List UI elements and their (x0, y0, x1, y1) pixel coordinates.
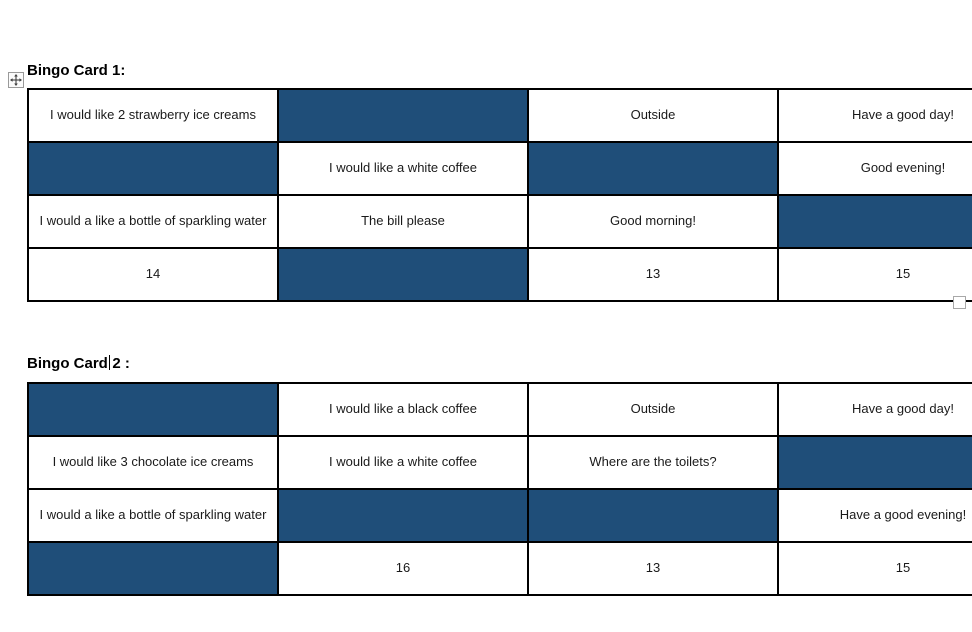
bingo-cell-filled[interactable] (277, 247, 529, 302)
bingo-cell[interactable]: 13 (527, 541, 779, 596)
bingo-cell[interactable]: 15 (777, 541, 972, 596)
bingo-cell[interactable]: Good morning! (527, 194, 779, 249)
bingo-cell[interactable]: The bill please (277, 194, 529, 249)
bingo-cell[interactable]: Where are the toilets? (527, 435, 779, 490)
table-row: 14 13 15 (27, 247, 972, 302)
bingo-card-2-title[interactable]: Bingo Card 2 : (27, 355, 130, 373)
move-icon (10, 74, 22, 86)
bingo-cell[interactable]: Outside (527, 88, 779, 143)
bingo-cell[interactable]: I would like a white coffee (277, 141, 529, 196)
bingo-cell[interactable]: 16 (277, 541, 529, 596)
bingo-cell[interactable]: Have a good day! (777, 382, 972, 437)
table-row: 16 13 15 (27, 541, 972, 596)
bingo-card-1-title[interactable]: Bingo Card 1: (27, 62, 125, 80)
bingo-cell[interactable]: Outside (527, 382, 779, 437)
title-text: Bingo Card (27, 355, 108, 372)
bingo-cell-filled[interactable] (777, 194, 972, 249)
bingo-table: I would like a black coffee Outside Have a… (27, 382, 972, 596)
bingo-cell[interactable]: I would like 2 strawberry ice creams (27, 88, 279, 143)
bingo-table-1-area: I would like 2 strawberry ice creams Outs… (27, 88, 972, 302)
table-move-handle[interactable] (8, 72, 24, 88)
bingo-cell[interactable]: I would a like a bottle of sparkling wat… (27, 194, 279, 249)
bingo-table: I would like 2 strawberry ice creams Outs… (27, 88, 972, 302)
bingo-cell-filled[interactable] (777, 435, 972, 490)
bingo-cell-filled[interactable] (527, 141, 779, 196)
table-row: I would like a white coffee Good evening! (27, 141, 972, 196)
table-row: I would a like a bottle of sparkling wat… (27, 488, 972, 543)
table-row: I would like a black coffee Outside Have a… (27, 382, 972, 437)
bingo-cell[interactable]: Have a good evening! (777, 488, 972, 543)
bingo-cell-filled[interactable] (27, 382, 279, 437)
text-cursor (108, 355, 111, 370)
bingo-table-2-area: I would like a black coffee Outside Have a… (27, 382, 972, 596)
bingo-cell[interactable]: I would like a white coffee (277, 435, 529, 490)
bingo-cell[interactable]: Have a good day! (777, 88, 972, 143)
bingo-cell[interactable]: Good evening! (777, 141, 972, 196)
bingo-cell[interactable]: 13 (527, 247, 779, 302)
bingo-cell-filled[interactable] (27, 141, 279, 196)
title-text: Bingo Card 1: (27, 62, 126, 79)
table-resize-handle[interactable] (953, 296, 966, 309)
title-text: 2 : (112, 355, 130, 372)
table-row: I would like 3 chocolate ice creams I wou… (27, 435, 972, 490)
bingo-cell-filled[interactable] (27, 541, 279, 596)
bingo-cell[interactable]: 14 (27, 247, 279, 302)
bingo-cell[interactable]: I would like 3 chocolate ice creams (27, 435, 279, 490)
bingo-cell-filled[interactable] (277, 88, 529, 143)
bingo-cell[interactable]: I would a like a bottle of sparkling wat… (27, 488, 279, 543)
bingo-cell-filled[interactable] (277, 488, 529, 543)
bingo-cell[interactable]: I would like a black coffee (277, 382, 529, 437)
bingo-cell[interactable]: 15 (777, 247, 972, 302)
table-row: I would like 2 strawberry ice creams Outs… (27, 88, 972, 143)
table-row: I would a like a bottle of sparkling wat… (27, 194, 972, 249)
bingo-cell-filled[interactable] (527, 488, 779, 543)
